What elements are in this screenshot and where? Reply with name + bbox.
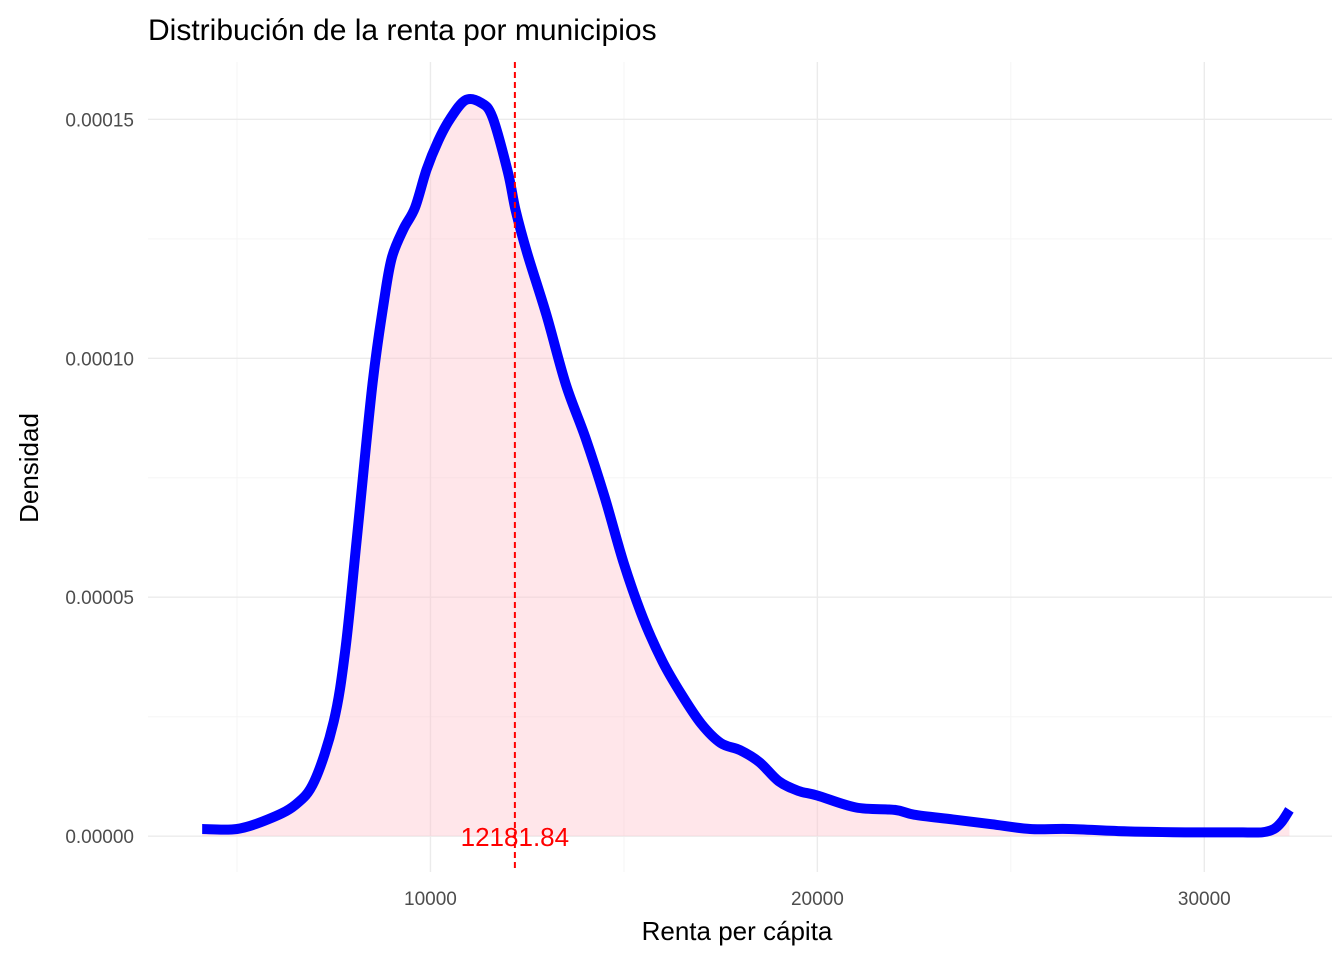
density-line-layer [202,94,1294,838]
x-tick-label: 20000 [791,889,844,910]
minor-gridlines [148,62,1332,872]
density-line [202,94,1294,838]
mean-value-label: 12181.84 [461,822,569,852]
y-tick-label: 0.00015 [65,110,134,131]
density-area [202,98,1290,837]
y-tick-label: 0.00005 [65,588,134,609]
reference-line-layer: 12181.84 [461,62,569,872]
x-tick-label: 30000 [1178,889,1231,910]
y-axis-tick-labels: 0.00000 0.00005 0.00010 0.00015 [65,110,134,848]
y-tick-label: 0.00010 [65,349,134,370]
chart-title: Distribución de la renta por municipios [148,14,657,47]
y-axis-title: Densidad [14,413,44,523]
density-area-layer [202,98,1290,837]
y-tick-label: 0.00000 [65,827,134,848]
x-axis-tick-labels: 10000 20000 30000 [404,889,1231,910]
x-axis-title: Renta per cápita [642,916,833,946]
x-tick-label: 10000 [404,889,457,910]
